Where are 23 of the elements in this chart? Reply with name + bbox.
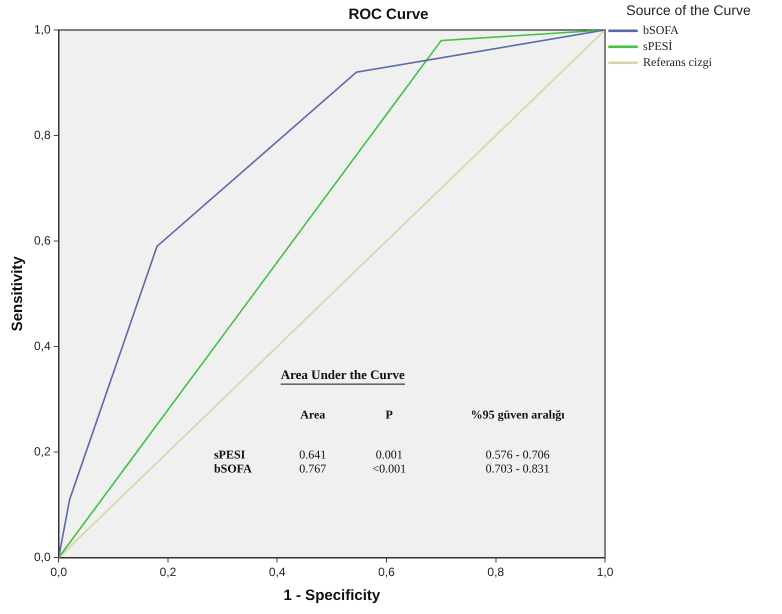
legend-title: Source of the Curve xyxy=(626,2,751,18)
x-tick-label: 0,8 xyxy=(487,565,504,580)
y-tick-label: 1,0 xyxy=(34,22,51,36)
x-tick-label: 0,4 xyxy=(268,565,286,580)
text: Area P %95 güven aralığı xyxy=(300,408,565,422)
x-tick-label: 0,0 xyxy=(50,565,68,580)
legend-label: Referans cizgi xyxy=(643,54,713,69)
legend-label: sPESİ xyxy=(643,38,672,53)
legend-label: bSOFA xyxy=(643,22,680,37)
annotation: Area Under the Curve xyxy=(280,366,406,382)
x-tick-label: 1,0 xyxy=(596,565,614,580)
y-tick-label: 0,2 xyxy=(34,444,51,458)
text: sPESI 0.641 0.001 0.576 - 0.706 xyxy=(214,448,550,462)
y-tick-label: 0,8 xyxy=(34,128,51,142)
text: bSOFA 0.767 <0.001 0.703 - 0.831 xyxy=(214,462,550,476)
y-tick-label: 0,6 xyxy=(34,233,51,248)
chart-title: ROC Curve xyxy=(348,6,429,24)
y-axis-title: Sensitivity xyxy=(9,256,26,332)
x-tick-label: 0,6 xyxy=(378,565,396,580)
y-tick-label: 0,0 xyxy=(34,550,51,564)
y-tick-label: 0,4 xyxy=(34,338,51,353)
x-tick-label: 0,2 xyxy=(160,565,177,580)
x-axis-title: 1 - Specificity xyxy=(284,587,381,604)
